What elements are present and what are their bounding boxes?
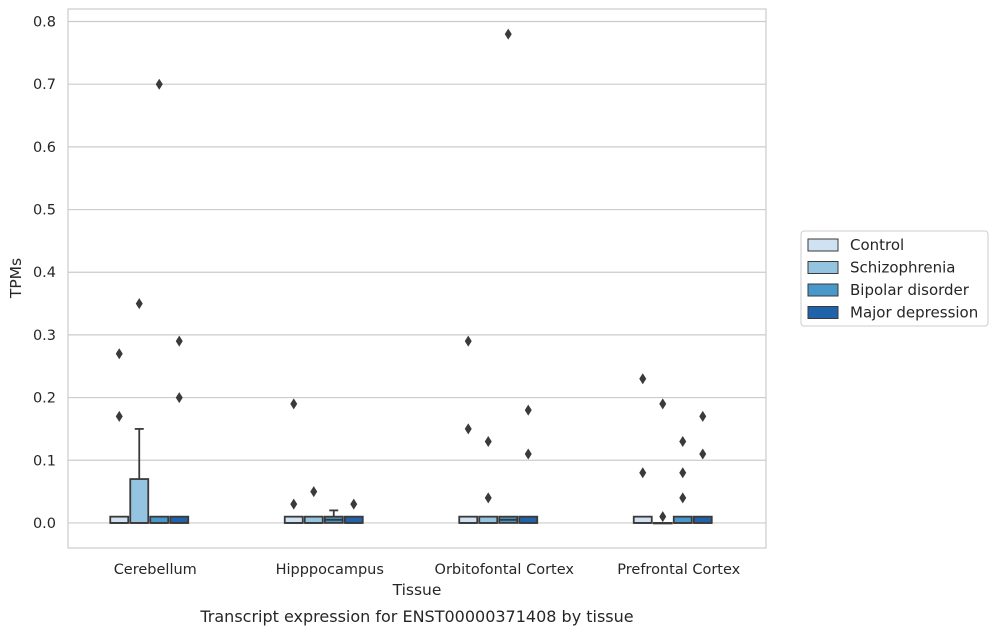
y-tick-label: 0.5 <box>33 203 56 219</box>
y-tick-label: 0.8 <box>33 15 56 31</box>
box-group <box>283 398 304 524</box>
outlier-point <box>464 423 472 435</box>
x-tick-label: Hipppocampus <box>276 562 384 578</box>
outlier-point <box>679 492 687 504</box>
outlier-point <box>524 404 532 416</box>
x-tick-label: Prefrontal Cortex <box>617 562 740 578</box>
legend-label: Schizophrenia <box>850 259 955 277</box>
outlier-point <box>464 335 472 347</box>
legend: Control Schizophrenia Bipolar disorder Majo… <box>800 230 989 327</box>
box-group <box>323 509 344 524</box>
x-axis-label: Tissue <box>392 581 442 599</box>
box-body <box>149 515 170 524</box>
box-group <box>109 348 130 524</box>
y-tick-label: 0.2 <box>33 391 56 407</box>
x-tick-label: Orbitofontal Cortex <box>435 562 575 578</box>
outlier-point <box>155 78 163 90</box>
outlier-point <box>484 492 492 504</box>
outlier-point <box>135 298 143 310</box>
y-tick-label: 0.3 <box>33 328 56 344</box>
outlier-point <box>699 448 707 460</box>
box-group <box>672 435 693 524</box>
outlier-point <box>290 398 298 410</box>
outlier-point <box>639 467 647 479</box>
box-group <box>498 28 519 524</box>
legend-swatch <box>807 261 839 274</box>
box-body <box>283 515 304 524</box>
box-group <box>303 486 324 524</box>
box-group <box>458 335 479 524</box>
outlier-point <box>115 348 123 360</box>
legend-label: Bipolar disorder <box>850 281 970 299</box>
box-group <box>343 498 364 524</box>
legend-label: Major depression <box>850 304 978 322</box>
y-tick-labels: 0.0 0.1 0.2 0.3 0.4 0.5 0.6 0.7 0.8 <box>33 15 56 532</box>
box-body <box>169 515 190 524</box>
box-body <box>672 515 693 524</box>
outlier-point <box>310 486 318 498</box>
outlier-point <box>504 28 512 40</box>
outlier-point <box>659 511 667 523</box>
box-group <box>478 435 499 524</box>
box-body <box>109 515 130 524</box>
outlier-point <box>639 373 647 385</box>
outlier-point <box>175 335 183 347</box>
y-axis-label: TPMs <box>7 258 25 299</box>
box-group <box>149 78 170 524</box>
box-group <box>652 398 673 525</box>
outlier-point <box>175 392 183 404</box>
outlier-point <box>484 435 492 447</box>
x-tick-labels: Cerebellum Hipppocampus Orbitofontal Corte… <box>114 562 741 578</box>
box-body <box>458 515 479 524</box>
box-body <box>518 515 539 524</box>
legend-swatch <box>807 306 839 319</box>
outlier-point <box>290 498 298 510</box>
outlier-point <box>524 448 532 460</box>
box-group <box>518 404 539 524</box>
y-tick-label: 0.7 <box>33 77 56 93</box>
legend-frame <box>800 230 989 327</box>
y-tick-label: 0.1 <box>33 453 56 469</box>
outlier-point <box>679 435 687 447</box>
outlier-point <box>699 410 707 422</box>
plot-frame <box>67 8 767 549</box>
y-tick-label: 0.0 <box>33 516 56 532</box>
outlier-point <box>659 398 667 410</box>
box-body <box>343 515 364 524</box>
box-body <box>129 478 150 524</box>
box-body <box>692 515 713 524</box>
box-body <box>478 515 499 524</box>
chart-caption: Transcript expression for ENST0000037140… <box>199 607 633 626</box>
legend-swatch <box>807 283 839 297</box>
box-group <box>692 410 713 524</box>
outlier-point <box>115 410 123 422</box>
outlier-point <box>350 498 358 510</box>
outlier-point <box>679 467 687 479</box>
box-group <box>129 298 150 524</box>
y-gridlines <box>68 20 766 524</box>
y-tick-label: 0.4 <box>33 265 56 281</box>
legend-items: Control Schizophrenia Bipolar disorder Majo… <box>807 236 978 322</box>
y-tick-label: 0.6 <box>33 140 56 156</box>
box-body <box>303 515 324 524</box>
legend-swatch <box>807 238 839 252</box>
legend-label: Control <box>850 236 904 254</box>
box-group <box>169 335 190 524</box>
box-group <box>632 373 653 524</box>
x-tick-label: Cerebellum <box>114 562 197 578</box>
box-body <box>632 515 653 524</box>
box-plot-marks <box>109 28 713 525</box>
